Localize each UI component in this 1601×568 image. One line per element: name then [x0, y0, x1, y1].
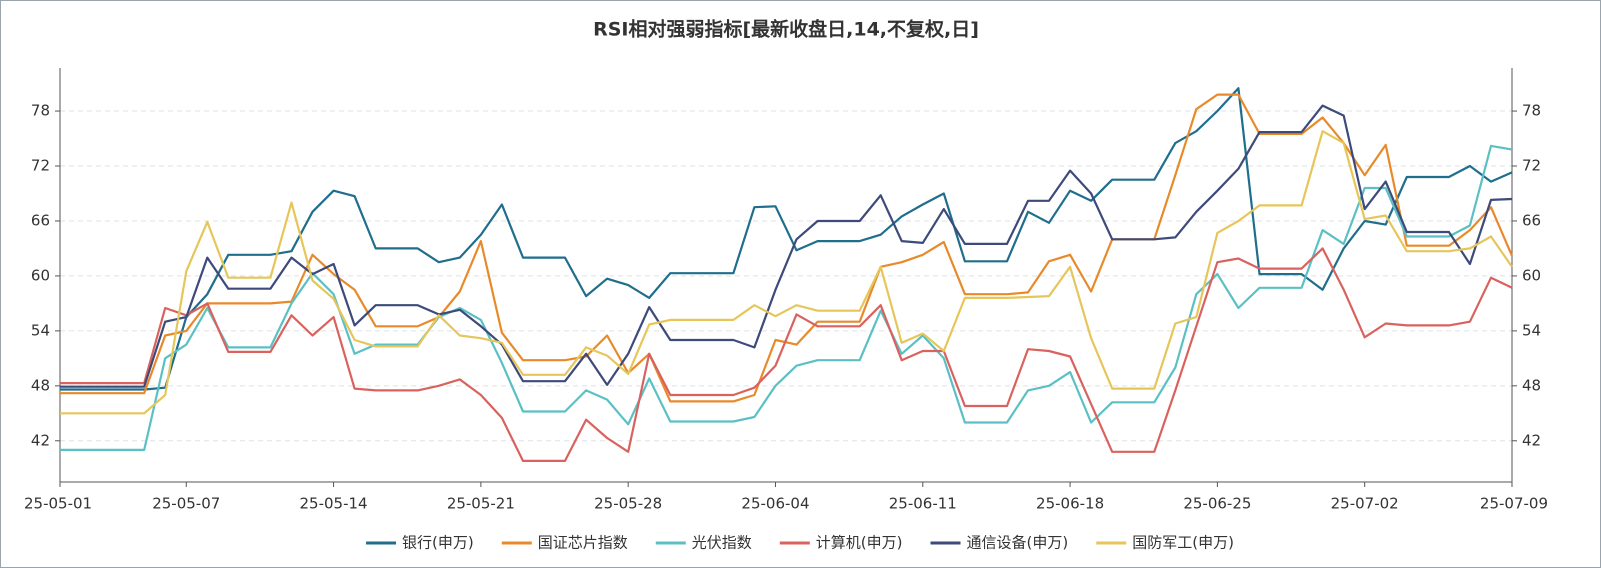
y2-tick-label: 42 — [1522, 431, 1541, 449]
x-tick-label: 25-05-21 — [447, 495, 515, 513]
y2-tick-label: 60 — [1522, 266, 1541, 284]
y-tick-label: 60 — [31, 266, 50, 284]
x-tick-label: 25-05-07 — [152, 495, 220, 513]
legend-label: 通信设备(申万) — [967, 534, 1069, 552]
x-tick-label: 25-05-01 — [24, 495, 92, 513]
y2-tick-label: 54 — [1522, 321, 1541, 339]
x-tick-label: 25-06-11 — [889, 495, 957, 513]
y-tick-label: 54 — [31, 321, 50, 339]
y2-tick-label: 78 — [1522, 102, 1541, 120]
legend-label: 计算机(申万) — [816, 534, 903, 552]
x-tick-label: 25-07-02 — [1331, 495, 1399, 513]
series-line — [60, 144, 1513, 451]
y-tick-label: 78 — [31, 102, 50, 120]
x-tick-label: 25-05-28 — [594, 495, 662, 513]
y-tick-label: 42 — [31, 431, 50, 449]
x-tick-label: 25-07-09 — [1480, 495, 1548, 513]
series-line — [60, 87, 1513, 391]
x-tick-label: 25-05-14 — [300, 495, 368, 513]
y2-tick-label: 66 — [1522, 211, 1541, 229]
y2-tick-label: 48 — [1522, 376, 1541, 394]
legend-label: 光伏指数 — [692, 534, 752, 552]
series-line — [60, 104, 1513, 388]
y-tick-label: 72 — [31, 157, 50, 175]
legend-label: 国防军工(申万) — [1132, 534, 1234, 552]
legend-label: 国证芯片指数 — [538, 534, 628, 552]
legend-label: 银行(申万) — [402, 534, 474, 552]
x-tick-label: 25-06-25 — [1183, 495, 1251, 513]
y2-tick-label: 72 — [1522, 157, 1541, 175]
x-tick-label: 25-06-04 — [741, 495, 809, 513]
x-tick-label: 25-06-18 — [1036, 495, 1104, 513]
y-tick-label: 48 — [31, 376, 50, 394]
series-line — [60, 247, 1513, 462]
y-tick-label: 66 — [31, 211, 50, 229]
chart-title: RSI相对强弱指标[最新收盘日,14,不复权,日] — [593, 18, 979, 41]
series-line — [60, 130, 1513, 415]
